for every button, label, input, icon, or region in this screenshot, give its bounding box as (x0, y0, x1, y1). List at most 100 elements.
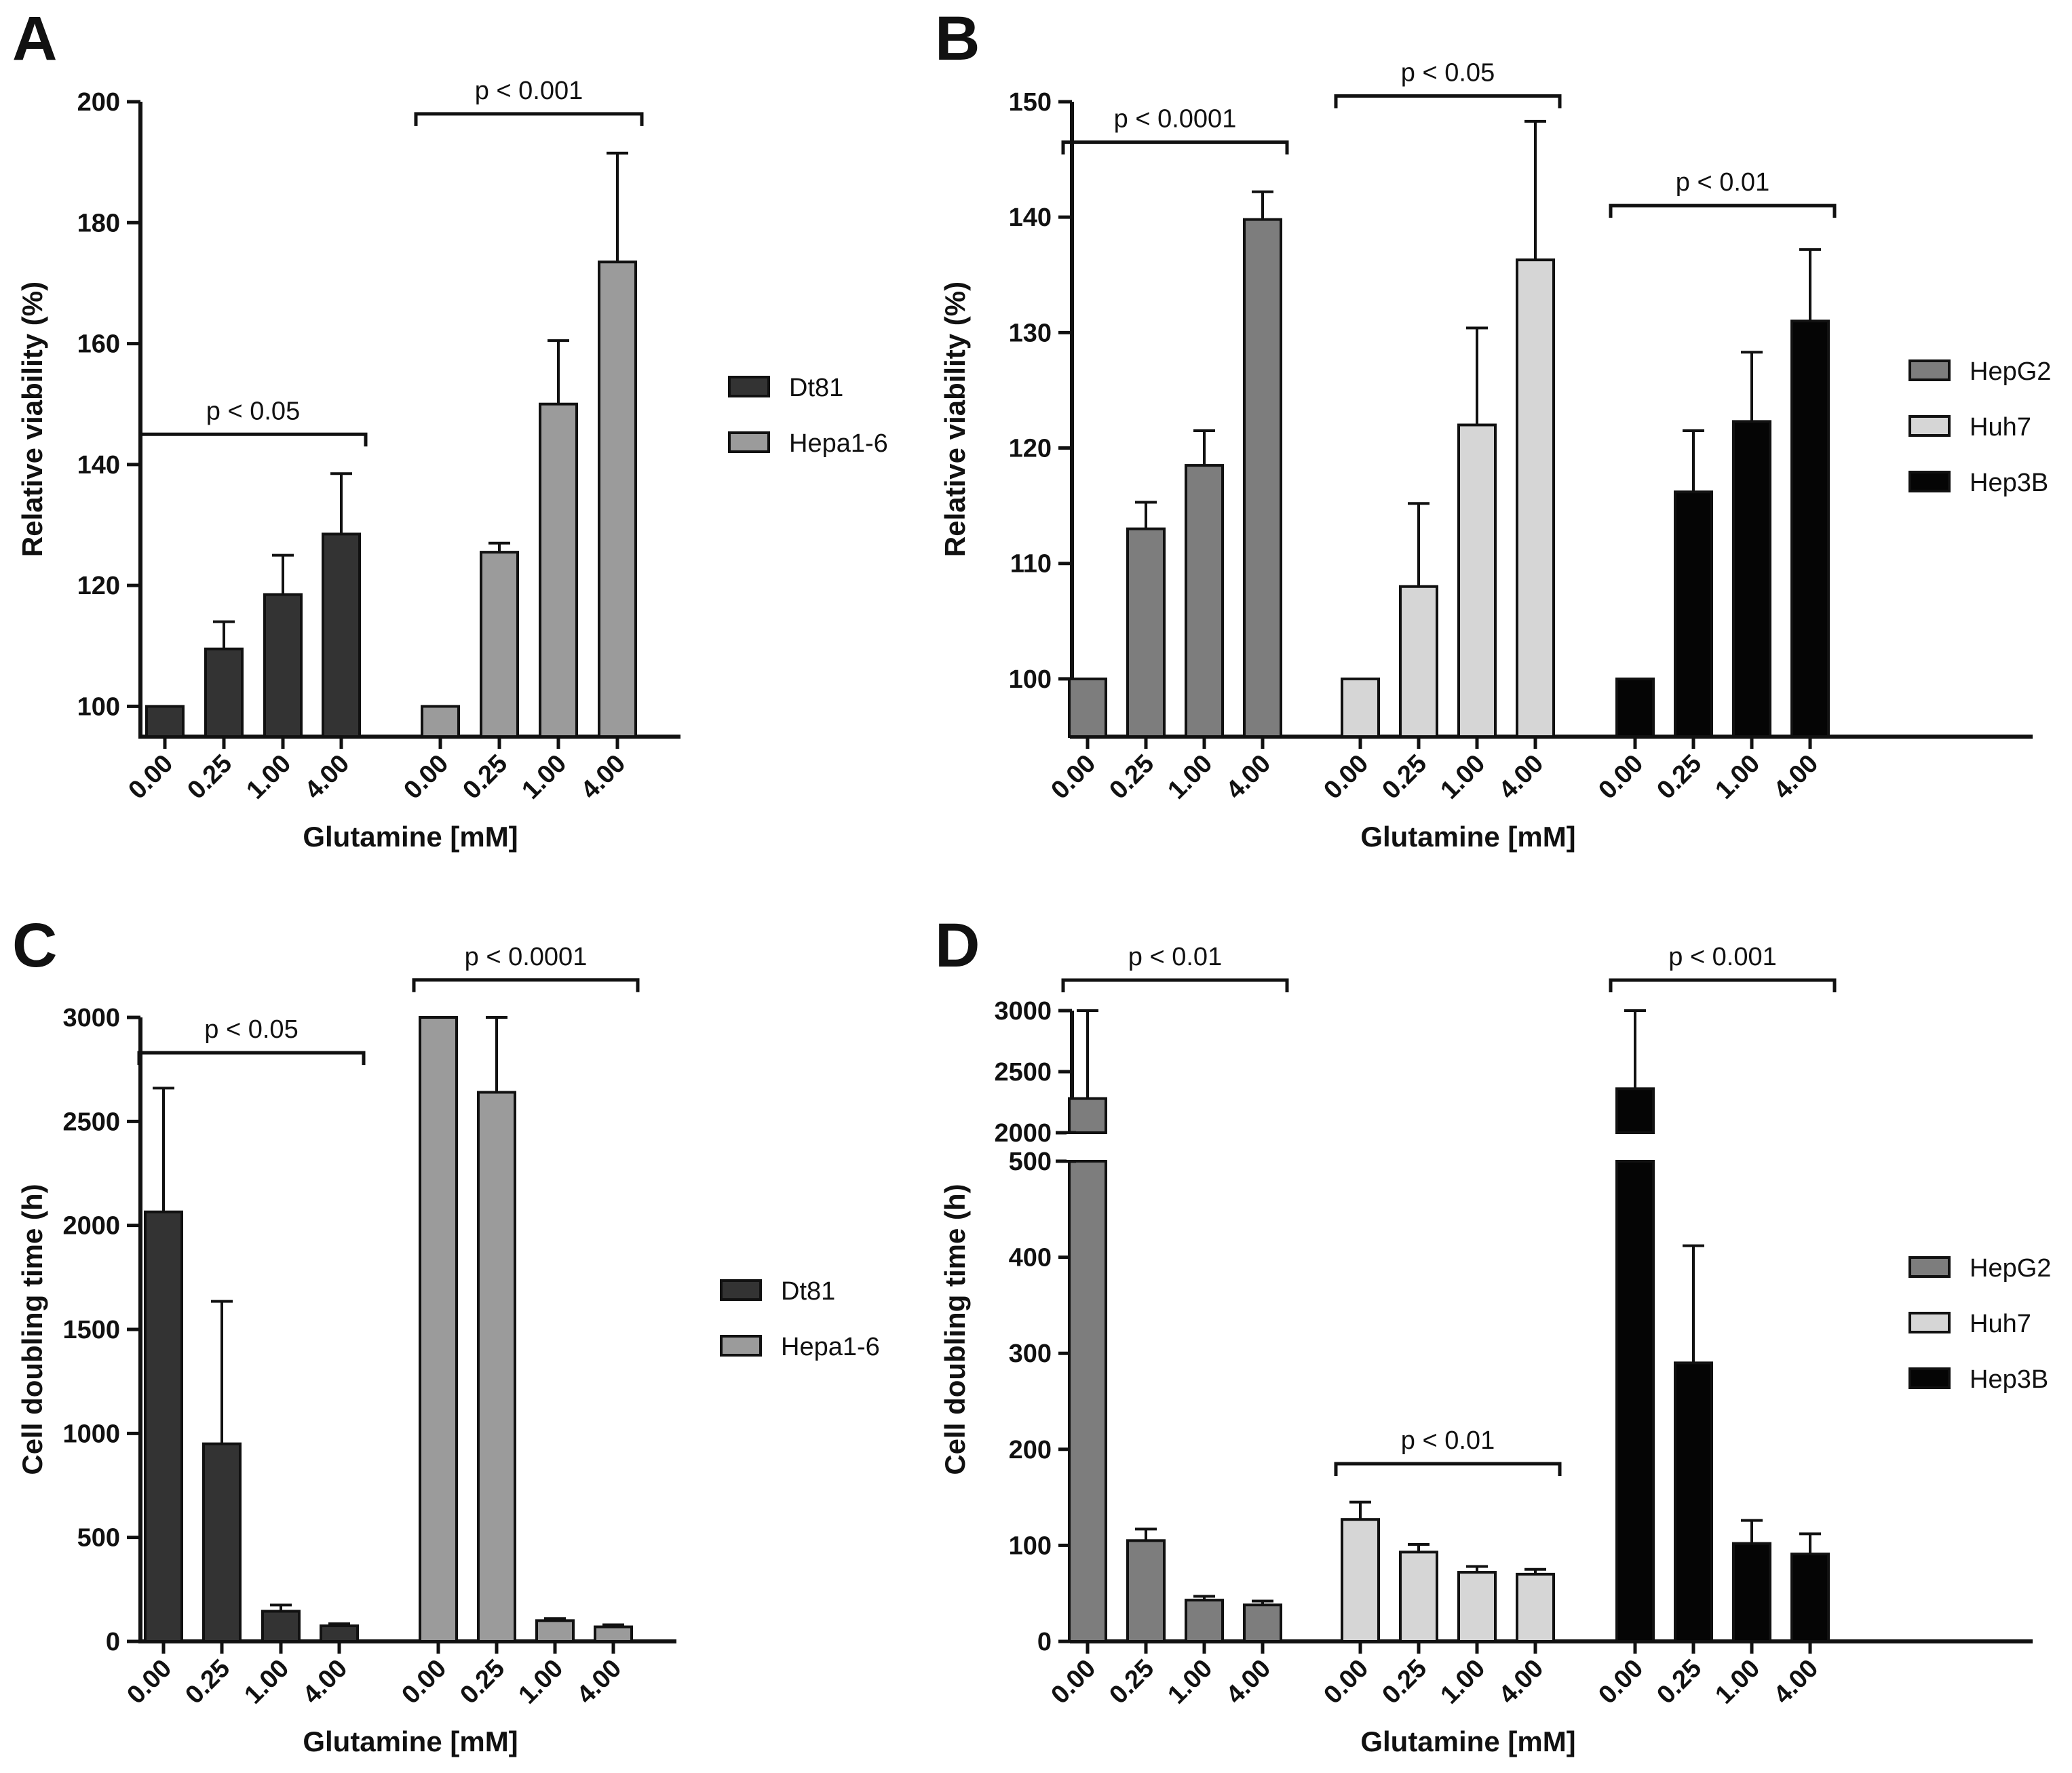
x-tick-label: 4.00 (575, 749, 631, 805)
y-tick-label: 2500 (994, 1058, 1052, 1087)
bar (1674, 490, 1713, 738)
x-tick-label: 4.00 (1768, 749, 1824, 805)
legend-swatch (1908, 1256, 1951, 1278)
bar (1732, 1542, 1771, 1643)
panel-letter: A (12, 4, 57, 73)
y-axis-title: Cell doubling time (h) (16, 1184, 48, 1475)
bar (1457, 1571, 1497, 1643)
legend-swatch (1908, 1312, 1951, 1333)
bar (419, 1016, 458, 1643)
x-tick-label: 0.25 (182, 749, 237, 805)
y-tick-label: 0 (1037, 1628, 1052, 1656)
legend-swatch (1908, 359, 1951, 381)
bar (204, 647, 244, 738)
y-tick-label: 3000 (994, 997, 1052, 1026)
x-tick-label: 4.00 (571, 1654, 627, 1710)
x-tick-label: 0.25 (1104, 1654, 1159, 1710)
legend-swatch (1908, 471, 1951, 492)
bar (1732, 420, 1771, 738)
bar (320, 1624, 359, 1643)
x-tick-label: 4.00 (1768, 1654, 1824, 1710)
legend-label: Hep3B (1970, 1365, 2048, 1394)
y-tick-label: 2500 (62, 1108, 120, 1136)
x-tick-label: 1.00 (1162, 1654, 1218, 1710)
x-tick-label: 0.00 (1318, 749, 1374, 805)
legend-label: HepG2 (1970, 1254, 2051, 1283)
y-tick-label: 300 (1009, 1340, 1052, 1368)
significance-bracket (1334, 1462, 1562, 1477)
legend-swatch (728, 376, 770, 397)
significance-bracket (1609, 203, 1837, 218)
y-tick-label: 120 (1009, 435, 1052, 463)
significance-bracket (137, 1051, 366, 1066)
y-tick-label: 140 (1009, 203, 1052, 232)
significance-bracket (1609, 978, 1837, 992)
significance-label: p < 0.01 (1401, 1426, 1495, 1455)
x-tick-label: 0.00 (1593, 1654, 1649, 1710)
bar (1615, 677, 1655, 739)
x-tick-label: 0.00 (1045, 749, 1101, 805)
bar (263, 593, 303, 738)
legend-label: Hepa1-6 (781, 1333, 880, 1361)
bar (1516, 258, 1555, 738)
bar (421, 705, 460, 739)
x-tick-label: 0.00 (396, 1654, 452, 1710)
bar (1341, 1518, 1380, 1643)
y-tick-label: 200 (77, 88, 120, 117)
bar (1399, 1551, 1438, 1643)
significance-bracket (412, 978, 640, 992)
x-tick-label: 4.00 (1493, 749, 1549, 805)
bar (1185, 1599, 1224, 1643)
legend-swatch (728, 431, 770, 453)
bar (1790, 319, 1830, 738)
x-tick-label: 1.00 (1435, 1654, 1491, 1710)
y-tick-label: 160 (77, 330, 120, 359)
y-tick-label: 1000 (62, 1420, 120, 1448)
significance-label: p < 0.001 (475, 77, 583, 105)
y-tick-label: 130 (1009, 319, 1052, 347)
x-tick-label: 1.00 (1162, 749, 1218, 805)
bar (477, 1091, 516, 1643)
x-tick-label: 0.25 (1377, 1654, 1432, 1710)
x-tick-label: 0.25 (1104, 749, 1159, 805)
bar (594, 1625, 633, 1643)
significance-label: p < 0.001 (1668, 943, 1777, 971)
y-axis-title: Relative viability (%) (939, 281, 971, 557)
y-axis-title: Cell doubling time (h) (939, 1184, 971, 1475)
panel-letter: D (935, 911, 980, 980)
y-tick-label: 2000 (994, 1119, 1052, 1148)
bar (1516, 1572, 1555, 1643)
bar (1068, 677, 1107, 739)
legend-label: Dt81 (781, 1277, 835, 1306)
bar (1243, 1603, 1282, 1643)
bar (1457, 423, 1497, 738)
bar (1790, 1553, 1830, 1643)
legend-label: Dt81 (789, 374, 843, 402)
bar (1126, 1539, 1166, 1643)
y-tick-label: 180 (77, 209, 120, 237)
x-tick-label: 1.00 (1435, 749, 1491, 805)
x-tick-label: 1.00 (516, 749, 572, 805)
bar (1615, 1160, 1655, 1643)
x-tick-label: 1.00 (239, 1654, 294, 1710)
panel-letter: C (12, 911, 57, 980)
y-tick-label: 3000 (62, 1004, 120, 1032)
significance-bracket (1061, 978, 1289, 992)
bar-upper-segment (1068, 1097, 1107, 1134)
x-tick-label: 0.25 (1377, 749, 1432, 805)
significance-bracket (138, 432, 368, 447)
x-axis-title: Glutamine [mM] (303, 1726, 518, 1757)
x-tick-label: 1.00 (1710, 749, 1765, 805)
bar-break-gap (1614, 1134, 1656, 1160)
significance-label: p < 0.05 (1401, 58, 1495, 87)
significance-label: p < 0.0001 (465, 943, 588, 971)
bar (1674, 1361, 1713, 1643)
significance-bracket (414, 112, 644, 126)
y-tick-label: 150 (1009, 88, 1052, 117)
bar-break-gap (1067, 1134, 1109, 1160)
legend-label: Hepa1-6 (789, 429, 888, 458)
x-tick-label: 4.00 (297, 1654, 353, 1710)
